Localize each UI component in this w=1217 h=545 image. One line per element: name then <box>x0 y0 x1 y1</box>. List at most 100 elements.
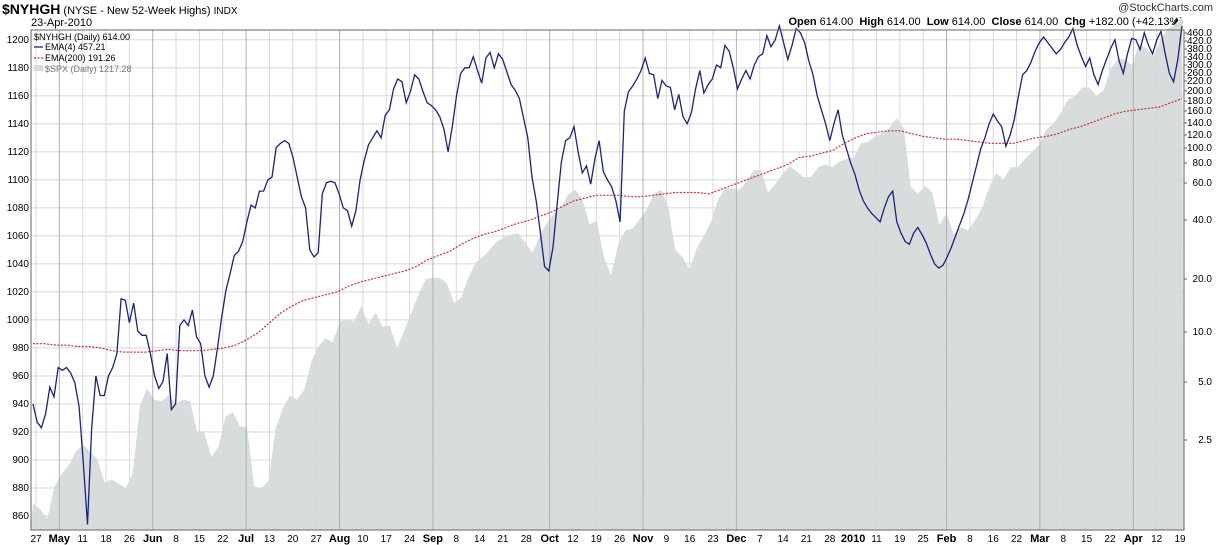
low-label: Low <box>926 16 949 28</box>
x-tick-label: 14 <box>474 534 486 545</box>
x-tick-label: 11 <box>77 534 88 545</box>
x-tick-label: Mar <box>1030 533 1050 545</box>
x-tick-label: 27 <box>311 534 323 545</box>
left-tick-label: 960 <box>12 371 29 382</box>
legend: $NYHGH (Daily) 614.00 EMA(4) 457.21 EMA(… <box>34 32 132 74</box>
left-tick-label: 880 <box>12 483 29 494</box>
x-tick-label: 8 <box>453 534 459 545</box>
x-tick-label: 28 <box>521 534 533 545</box>
legend-ema200: EMA(200) 191.26 <box>45 53 116 63</box>
x-tick-label: Nov <box>633 533 655 545</box>
ema4-series <box>32 23 1183 525</box>
open-value: 614.00 <box>819 16 854 28</box>
close-label: Close <box>991 16 1022 28</box>
left-tick-label: 1020 <box>7 287 30 298</box>
x-tick-label: 12 <box>567 534 579 545</box>
chart-title: $NYHGH (NYSE - New 52-Week Highs) INDX <box>2 1 238 17</box>
spx-area-series <box>31 16 1184 530</box>
exchange: INDX <box>213 6 238 17</box>
chg-value: +182.00 (+42.13%) <box>1088 16 1183 28</box>
x-tick-label: 8 <box>173 534 179 545</box>
x-tick-label: 26 <box>124 534 136 545</box>
x-tick-label: 8 <box>1060 534 1066 545</box>
left-tick-label: 1160 <box>7 91 29 102</box>
left-tick-label: 940 <box>12 399 29 410</box>
x-tick-label: 22 <box>1104 534 1116 545</box>
ohlc-readout: Open 614.00 High 614.00 Low 614.00 Close… <box>788 16 1183 28</box>
x-tick-label: 22 <box>217 534 229 545</box>
left-tick-label: 1000 <box>7 315 30 326</box>
right-tick-label: 2.5 <box>1198 435 1212 446</box>
x-tick-label: 8 <box>967 534 973 545</box>
left-tick-label: 860 <box>12 511 29 522</box>
x-tick-label: 12 <box>1151 534 1163 545</box>
right-tick-label: 200.0 <box>1187 86 1212 97</box>
x-tick-label: 28 <box>824 534 836 545</box>
x-tick-label: Jul <box>238 533 254 545</box>
high-value: 614.00 <box>886 16 921 28</box>
x-tick-label: 25 <box>918 534 930 545</box>
chg-label: Chg <box>1064 16 1086 28</box>
x-tick-label: 19 <box>1174 534 1186 545</box>
right-tick-label: 40.0 <box>1193 215 1213 226</box>
x-tick-label: Oct <box>540 533 559 545</box>
left-tick-label: 1120 <box>7 147 29 158</box>
x-tick-label: Aug <box>329 533 350 545</box>
x-tick-label: Sep <box>423 533 443 545</box>
x-tick-label: 16 <box>684 534 696 545</box>
x-tick-label: 24 <box>404 534 416 545</box>
x-tick-label: 17 <box>381 534 393 545</box>
x-tick-label: Feb <box>937 533 957 545</box>
left-tick-label: 920 <box>12 427 29 438</box>
x-tick-label: 2010 <box>841 533 865 545</box>
right-tick-label: 260.0 <box>1187 68 1212 79</box>
x-tick-label: 16 <box>988 534 1000 545</box>
symbol-description: (NYSE - New 52-Week Highs) <box>63 5 211 17</box>
right-tick-label: 120.0 <box>1187 130 1212 141</box>
right-tick-label: 300.0 <box>1187 60 1212 71</box>
right-tick-label: 20.0 <box>1193 274 1213 285</box>
legend-ema4: EMA(4) 457.21 <box>45 42 106 52</box>
x-tick-label: 9 <box>664 534 670 545</box>
left-tick-label: 1180 <box>7 63 29 74</box>
right-tick-label: 10.0 <box>1193 327 1213 338</box>
x-tick-label: May <box>49 533 71 545</box>
up-arrow-icon <box>1173 18 1181 25</box>
left-tick-label: 1200 <box>7 35 30 46</box>
x-tick-label: 21 <box>497 534 509 545</box>
x-tick-label: 11 <box>871 534 882 545</box>
right-tick-label: 460.0 <box>1187 28 1212 39</box>
x-tick-label: 13 <box>264 534 276 545</box>
plot-frame <box>30 29 1185 531</box>
right-tick-label: 340.0 <box>1187 52 1212 63</box>
right-tick-label: 60.0 <box>1193 178 1213 189</box>
high-label: High <box>859 16 884 28</box>
right-tick-label: 5.0 <box>1198 377 1212 388</box>
x-tick-label: Dec <box>726 533 746 545</box>
x-tick-label: 14 <box>778 534 790 545</box>
symbol: $NYHGH <box>2 1 61 17</box>
right-tick-label: 140.0 <box>1187 118 1212 129</box>
x-tick-label: 27 <box>30 534 42 545</box>
x-tick-label: 21 <box>801 534 813 545</box>
x-tick-label: 19 <box>591 534 603 545</box>
close-value: 614.00 <box>1024 16 1059 28</box>
legend-spx: $SPX (Daily) 1217.28 <box>45 64 132 74</box>
x-tick-label: 19 <box>894 534 906 545</box>
ema200-series <box>33 98 1183 353</box>
right-tick-label: 80.0 <box>1193 158 1213 169</box>
right-tick-label: 220.0 <box>1187 76 1212 87</box>
left-tick-label: 1140 <box>7 119 29 130</box>
left-tick-label: 1080 <box>7 203 30 214</box>
left-tick-label: 900 <box>12 455 29 466</box>
left-tick-label: 1060 <box>7 231 30 242</box>
watermark[interactable]: @StockCharts.com <box>1118 2 1213 14</box>
right-tick-label: 160.0 <box>1187 106 1212 117</box>
x-tick-label: 15 <box>194 534 206 545</box>
left-tick-label: 1040 <box>7 259 30 270</box>
right-tick-label: 420.0 <box>1187 36 1212 47</box>
left-tick-label: 1100 <box>7 175 29 186</box>
x-tick-label: 20 <box>287 534 299 545</box>
x-tick-label: 26 <box>614 534 626 545</box>
